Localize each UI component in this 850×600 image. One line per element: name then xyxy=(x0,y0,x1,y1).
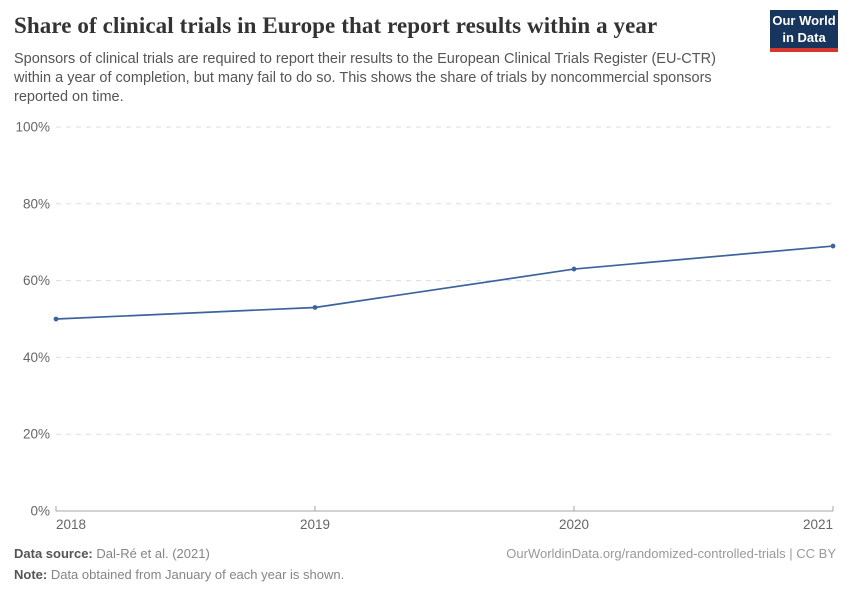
chart-subtitle: Sponsors of clinical trials are required… xyxy=(14,51,716,105)
datasource-row: Data source: Dal-Ré et al. (2021) OurWor… xyxy=(14,546,836,561)
note-label: Note: xyxy=(14,567,48,582)
data-point[interactable] xyxy=(53,316,59,322)
note-value: Data obtained from January of each year … xyxy=(47,567,345,582)
y-tick-label: 20% xyxy=(23,427,50,442)
y-tick-label: 60% xyxy=(23,273,50,288)
x-tick-label: 2020 xyxy=(559,517,589,532)
chart-canvas[interactable]: 0% 20% 40% 60% 80% 100% 2018 2019 2020 2021 xyxy=(0,110,850,535)
page-title: Share of clinical trials in Europe that … xyxy=(14,13,658,38)
logo-line1: Our World xyxy=(772,13,836,28)
datasource-value: Dal-Ré et al. (2021) xyxy=(92,546,210,561)
data-point[interactable] xyxy=(830,243,836,249)
y-tick-label: 80% xyxy=(23,196,50,211)
x-tick-label: 2019 xyxy=(300,517,330,532)
owid-cc-link[interactable]: OurWorldinData.org/randomized-controlled… xyxy=(506,546,836,561)
x-tick-label: 2021 xyxy=(803,517,833,532)
y-tick-label: 100% xyxy=(15,120,50,135)
data-point[interactable] xyxy=(571,266,577,272)
y-tick-label: 40% xyxy=(23,350,50,365)
chart-plot-area[interactable]: 0% 20% 40% 60% 80% 100% 2018 2019 2020 2021 xyxy=(0,110,850,535)
y-tick-label: 0% xyxy=(30,504,50,519)
x-tick-label: 2018 xyxy=(56,517,86,532)
note-row: Note: Data obtained from January of each… xyxy=(14,567,836,582)
data-point[interactable] xyxy=(312,305,318,310)
owid-logo: Our World in Data xyxy=(770,10,838,52)
datasource-label: Data source: xyxy=(14,546,93,561)
logo-line2: in Data xyxy=(782,30,826,45)
trend-line[interactable] xyxy=(55,245,834,320)
